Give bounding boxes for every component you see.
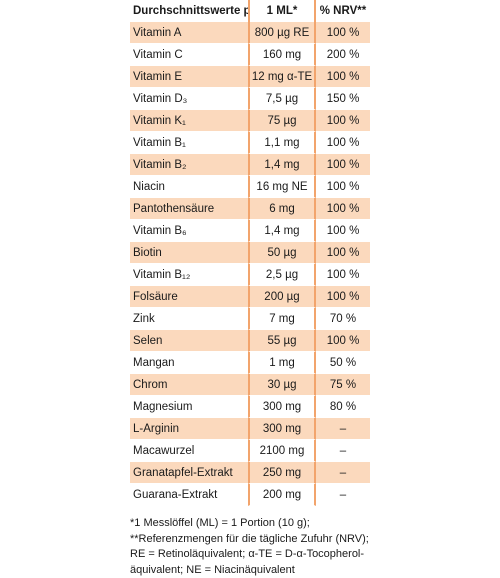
nutrient-amount: 2,5 µg	[248, 264, 316, 286]
nutrient-name: Selen	[130, 330, 248, 352]
header-nrv: % NRV**	[316, 0, 370, 22]
nutrient-amount: 12 mg α-TE	[248, 66, 316, 88]
nutrient-amount: 50 µg	[248, 242, 316, 264]
footnote-line: RE = Retinoläquivalent; α-TE = D-α-Tocop…	[130, 547, 370, 563]
nutrient-amount: 800 µg RE	[248, 22, 316, 44]
nutrient-name: Chrom	[130, 374, 248, 396]
nutrient-name: Vitamin B₁	[130, 132, 248, 154]
nutrient-amount: 1,4 mg	[248, 154, 316, 176]
footnotes: *1 Messlöffel (ML) = 1 Portion (10 g);**…	[130, 516, 370, 578]
nutrient-name: Vitamin B₂	[130, 154, 248, 176]
nutrient-name: Niacin	[130, 176, 248, 198]
nutrient-name: Vitamin E	[130, 66, 248, 88]
nutrient-nrv: 100 %	[316, 110, 370, 132]
nutrient-nrv: 100 %	[316, 330, 370, 352]
nutrition-table: Durchschnittswerte pro: 1 ML* % NRV** Vi…	[130, 0, 370, 506]
nutrient-amount: 30 µg	[248, 374, 316, 396]
nutrient-name: Vitamin C	[130, 44, 248, 66]
nutrient-amount: 160 mg	[248, 44, 316, 66]
nutrient-nrv: 75 %	[316, 374, 370, 396]
nutrient-nrv: 50 %	[316, 352, 370, 374]
nutrient-amount: 1,4 mg	[248, 220, 316, 242]
nutrient-nrv: 100 %	[316, 220, 370, 242]
nutrient-nrv: 100 %	[316, 66, 370, 88]
nutrient-name: Pantothensäure	[130, 198, 248, 220]
nutrient-nrv: 100 %	[316, 264, 370, 286]
nutrient-name: Biotin	[130, 242, 248, 264]
nutrient-amount: 55 µg	[248, 330, 316, 352]
nutrient-name: Folsäure	[130, 286, 248, 308]
nutrient-amount: 250 mg	[248, 462, 316, 484]
footnote-line: äquivalent; NE = Niacinäquivalent	[130, 563, 370, 578]
nutrient-name: Guarana-Extrakt	[130, 484, 248, 506]
nutrition-table-container: Durchschnittswerte pro: 1 ML* % NRV** Vi…	[130, 0, 370, 578]
nutrient-nrv: –	[316, 440, 370, 462]
header-name: Durchschnittswerte pro:	[130, 0, 248, 22]
header-amount: 1 ML*	[248, 0, 316, 22]
nutrient-amount: 200 mg	[248, 484, 316, 506]
nutrient-nrv: 100 %	[316, 132, 370, 154]
nutrient-amount: 1,1 mg	[248, 132, 316, 154]
nutrient-amount: 6 mg	[248, 198, 316, 220]
nutrient-nrv: 100 %	[316, 242, 370, 264]
nutrient-nrv: 80 %	[316, 396, 370, 418]
nutrient-nrv: 150 %	[316, 88, 370, 110]
nutrient-name: Granatapfel-Extrakt	[130, 462, 248, 484]
nutrient-nrv: –	[316, 418, 370, 440]
nutrient-nrv: 100 %	[316, 22, 370, 44]
nutrient-nrv: 100 %	[316, 198, 370, 220]
nutrient-name: Mangan	[130, 352, 248, 374]
nutrient-name: L-Arginin	[130, 418, 248, 440]
nutrient-name: Zink	[130, 308, 248, 330]
nutrient-nrv: 100 %	[316, 154, 370, 176]
nutrient-nrv: –	[316, 462, 370, 484]
nutrient-amount: 200 µg	[248, 286, 316, 308]
nutrient-name: Vitamin B₁₂	[130, 264, 248, 286]
nutrient-amount: 300 mg	[248, 418, 316, 440]
nutrient-name: Macawurzel	[130, 440, 248, 462]
nutrient-amount: 7 mg	[248, 308, 316, 330]
nutrient-nrv: 100 %	[316, 176, 370, 198]
nutrient-amount: 7,5 µg	[248, 88, 316, 110]
nutrient-name: Magnesium	[130, 396, 248, 418]
nutrient-nrv: 200 %	[316, 44, 370, 66]
footnote-line: *1 Messlöffel (ML) = 1 Portion (10 g);	[130, 516, 370, 532]
nutrient-nrv: 70 %	[316, 308, 370, 330]
nutrient-amount: 1 mg	[248, 352, 316, 374]
nutrient-amount: 16 mg NE	[248, 176, 316, 198]
nutrient-amount: 2100 mg	[248, 440, 316, 462]
nutrient-name: Vitamin K₁	[130, 110, 248, 132]
nutrient-name: Vitamin B₆	[130, 220, 248, 242]
footnote-line: **Referenzmengen für die tägliche Zufuhr…	[130, 532, 370, 548]
nutrient-amount: 300 mg	[248, 396, 316, 418]
nutrient-amount: 75 µg	[248, 110, 316, 132]
nutrient-name: Vitamin A	[130, 22, 248, 44]
nutrient-name: Vitamin D₃	[130, 88, 248, 110]
nutrient-nrv: –	[316, 484, 370, 506]
nutrient-nrv: 100 %	[316, 286, 370, 308]
